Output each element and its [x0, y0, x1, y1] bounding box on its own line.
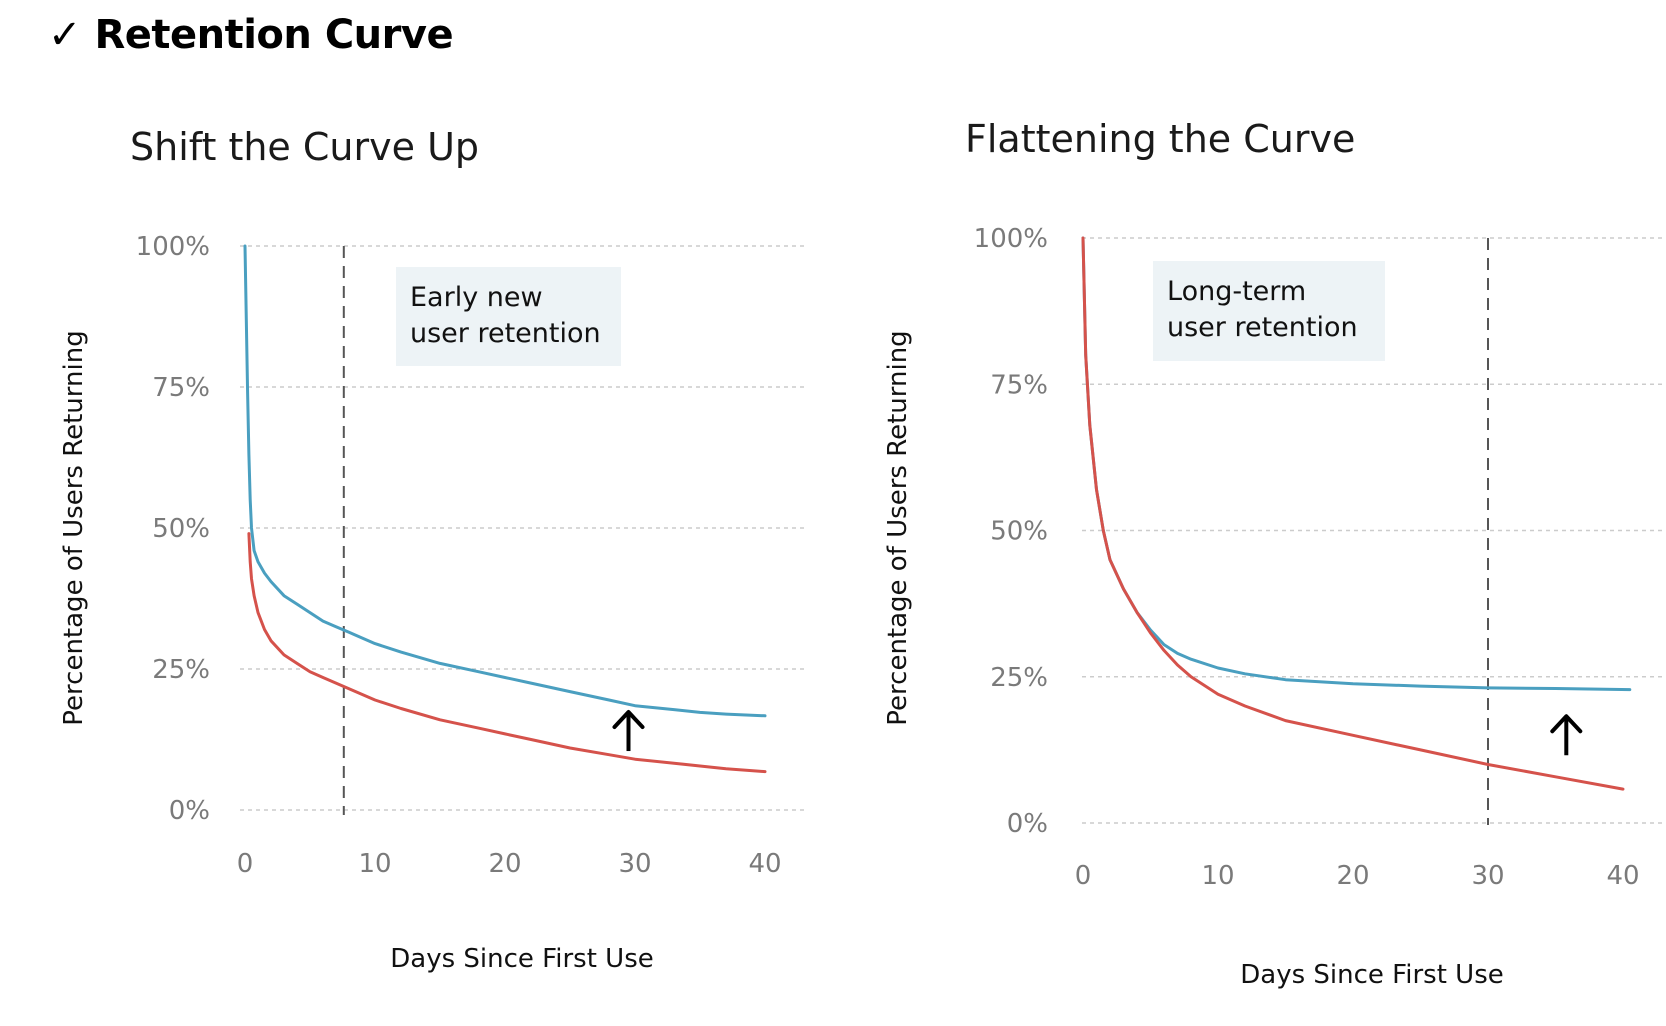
- arrow-head: [612, 710, 645, 730]
- annotation-box: [1153, 261, 1385, 361]
- x-tick-label: 0: [1075, 861, 1092, 891]
- chart-shift-the-curve-up: Shift the Curve Up 0% 25% 50% 75% 100% 0 10 20 30…: [59, 125, 805, 974]
- x-axis-label: Days Since First Use: [390, 944, 653, 974]
- chart-title: Flattening the Curve: [965, 117, 1355, 161]
- y-axis-label: Percentage of Users Returning: [883, 330, 913, 725]
- x-tick-label: 20: [488, 849, 521, 879]
- annotation-box: [396, 267, 621, 366]
- x-tick-label: 20: [1336, 861, 1369, 891]
- y-tick-label: 50%: [990, 517, 1048, 547]
- y-tick-label: 75%: [152, 373, 210, 403]
- x-tick-label: 10: [1201, 861, 1234, 891]
- x-tick-label: 40: [1606, 861, 1639, 891]
- y-tick-label: 0%: [1007, 809, 1048, 839]
- annotation-text: user retention: [1167, 312, 1358, 343]
- y-tick-label: 100%: [974, 224, 1048, 254]
- annotation-text: user retention: [410, 318, 601, 349]
- annotation-text: Long-term: [1167, 276, 1306, 307]
- chart-title: Shift the Curve Up: [130, 125, 479, 169]
- x-tick-label: 30: [618, 849, 651, 879]
- x-tick-label: 0: [237, 849, 254, 879]
- x-tick-label: 40: [748, 849, 781, 879]
- x-tick-label: 10: [358, 849, 391, 879]
- chart-flattening-the-curve: Flattening the Curve 0% 25% 50% 75% 100% 0 10 20…: [883, 117, 1662, 990]
- up-arrow-icon: [1550, 714, 1583, 756]
- y-tick-label: 25%: [152, 655, 210, 685]
- y-tick-label: 100%: [136, 232, 210, 262]
- up-arrow-icon: [612, 710, 645, 752]
- arrow-head: [1550, 714, 1583, 734]
- y-tick-label: 25%: [990, 663, 1048, 693]
- annotation-text: Early new: [410, 282, 543, 313]
- series-line-1: [247, 532, 767, 774]
- y-tick-label: 50%: [152, 514, 210, 544]
- y-axis-label: Percentage of Users Returning: [59, 330, 89, 725]
- y-tick-label: 75%: [990, 370, 1048, 400]
- series-line-1: [1081, 236, 1625, 791]
- page-title: ✓ Retention Curve: [48, 12, 454, 58]
- x-tick-label: 30: [1471, 861, 1504, 891]
- x-axis-label: Days Since First Use: [1240, 960, 1503, 990]
- y-tick-label: 0%: [169, 796, 210, 826]
- series-line-0: [243, 244, 767, 718]
